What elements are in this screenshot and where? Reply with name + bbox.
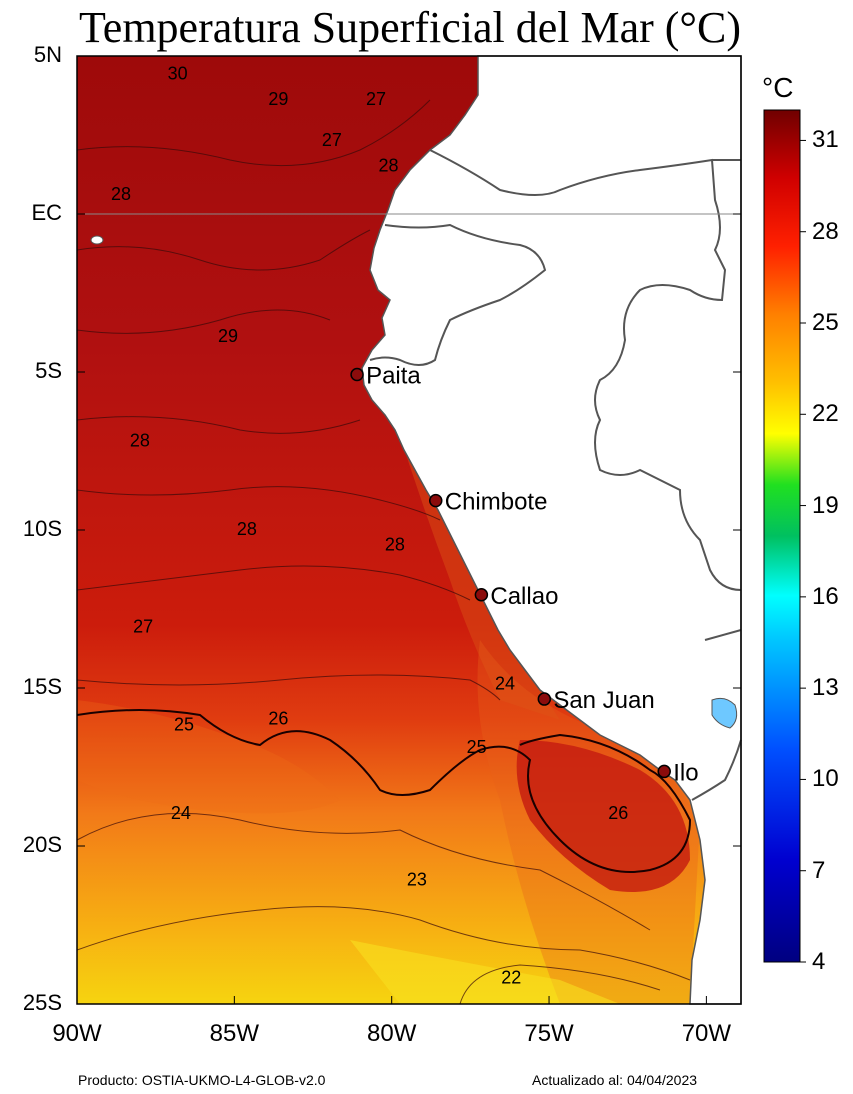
contour-label: 30 xyxy=(168,64,188,84)
contour-label: 29 xyxy=(218,326,238,346)
contour-labels: 30 29 27 27 28 28 29 28 28 28 27 24 25 26 25 26 24 23 22 xyxy=(111,64,628,988)
city-label: Callao xyxy=(490,583,558,610)
contour-label: 27 xyxy=(322,130,342,150)
colorbar-tick-label: 4 xyxy=(812,948,826,975)
contour-label: 28 xyxy=(385,535,405,555)
city-marker xyxy=(350,367,364,382)
city-label: San Juan xyxy=(553,687,654,714)
lat-label: EC xyxy=(31,200,62,225)
contour-label: 28 xyxy=(237,519,257,539)
contour-label: 27 xyxy=(366,89,386,109)
lon-label: 75W xyxy=(524,1020,574,1047)
map-title: Temperatura Superficial del Mar (°C) xyxy=(78,3,742,52)
lat-label: 10S xyxy=(22,516,62,541)
colorbar-tick-label: 19 xyxy=(812,491,839,519)
city-marker xyxy=(428,493,443,508)
colorbar-tick-label: 16 xyxy=(812,582,839,610)
colorbar-tick-label: 28 xyxy=(812,217,839,245)
lat-label: 5S xyxy=(35,358,62,383)
contour-label: 27 xyxy=(133,617,153,637)
contour-label: 24 xyxy=(171,803,191,823)
colorbar-tick-label: 31 xyxy=(812,126,839,154)
contour-label: 25 xyxy=(174,715,194,735)
land xyxy=(90,55,742,1005)
warm-anomaly-patch xyxy=(516,740,690,892)
lon-label: 90W xyxy=(52,1020,102,1047)
contour-label: 28 xyxy=(379,155,399,175)
colorbar-unit: °C xyxy=(762,72,794,103)
lat-label: 5N xyxy=(33,42,62,67)
isotherms xyxy=(77,99,691,1004)
city-marker xyxy=(657,764,671,779)
lat-label: 25S xyxy=(22,990,62,1015)
lon-label: 80W xyxy=(367,1020,417,1047)
lon-label: 70W xyxy=(681,1020,732,1047)
colorbar-tick-label: 25 xyxy=(812,309,839,336)
city-label: Paita xyxy=(366,363,421,390)
colorbar-ticks xyxy=(800,139,806,963)
contour-label: 28 xyxy=(130,430,150,450)
lat-label: 20S xyxy=(22,832,62,857)
contour-label: 24 xyxy=(495,674,515,694)
lon-label: 85W xyxy=(209,1020,260,1047)
city-label: Ilo xyxy=(673,759,698,786)
contour-label: 23 xyxy=(407,870,427,890)
colorbar xyxy=(763,109,801,963)
city-markers: Paita Chimbote Callao San Juan Ilo xyxy=(350,363,699,786)
axis-ticks xyxy=(76,55,741,1005)
colorbar-tick-label: 13 xyxy=(812,674,839,702)
colorbar-tick-label: 22 xyxy=(812,400,839,428)
city-marker xyxy=(537,692,552,706)
contour-label: 25 xyxy=(467,737,487,757)
city-label: Chimbote xyxy=(445,489,548,516)
colorbar-tick-label: 7 xyxy=(812,856,826,884)
city-marker xyxy=(474,588,489,602)
lake-titicaca xyxy=(711,697,738,729)
contour-label: 22 xyxy=(501,967,521,987)
lat-label: 15S xyxy=(22,674,62,699)
contour-label: 29 xyxy=(268,89,288,109)
contour-label: 28 xyxy=(111,184,131,204)
contour-label: 26 xyxy=(608,803,628,823)
footer-updated: Actualizado al: 04/04/2023 xyxy=(532,1072,698,1088)
colorbar-tick-label: 10 xyxy=(812,765,839,793)
footer-product: Producto: OSTIA-UKMO-L4-GLOB-v2.0 xyxy=(78,1072,326,1088)
contour-label: 26 xyxy=(268,708,288,728)
isotherm-25 xyxy=(77,709,692,873)
